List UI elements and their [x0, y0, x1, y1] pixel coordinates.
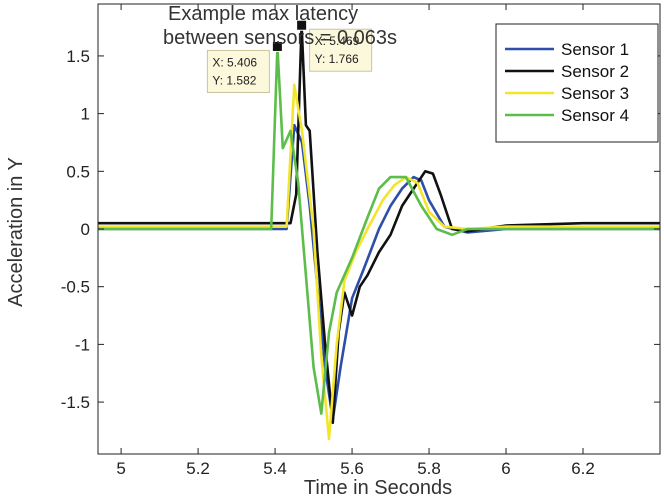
series-layer	[98, 23, 660, 441]
data-tip-marker	[271, 40, 283, 52]
x-axis-title: Time in Seconds	[304, 477, 452, 498]
x-tick-label: 5.6	[340, 459, 364, 478]
data-tips-layer: X: 5.406 Y: 1.582 X: 5.469 Y: 1.766	[206, 19, 373, 93]
x-tick-label: 6.2	[571, 459, 595, 478]
y-tick-label: 1.5	[66, 47, 90, 66]
legend-label-2: Sensor 2	[561, 62, 629, 81]
y-tick-label: -1.5	[61, 393, 90, 412]
data-tip-y: Y: 1.766	[315, 52, 359, 66]
data-tip-x: X: 5.469	[315, 34, 360, 48]
data-tip-x: X: 5.406	[212, 55, 257, 69]
legend-label-4: Sensor 4	[561, 106, 629, 125]
x-tick-label: 6	[501, 459, 510, 478]
y-tick-label: -0.5	[61, 278, 90, 297]
legend-label-3: Sensor 3	[561, 84, 629, 103]
data-tip-box	[309, 28, 373, 72]
chart-title-line-1: Example max latency	[168, 3, 358, 25]
y-axis-title: Acceleration in Y	[5, 157, 27, 307]
legend: Sensor 1 Sensor 2 Sensor 3 Sensor 4	[495, 23, 659, 143]
x-tick-label: 5.8	[417, 459, 441, 478]
ticks-layer: 5 5.2 5.4 5.6 5.8 6 6.2 1.5 1 0.5 0 -0.5 -1 -1.5	[61, 4, 660, 478]
data-tip-y: Y: 1.582	[212, 73, 256, 87]
legend-label-1: Sensor 1	[561, 40, 629, 59]
y-tick-label: 1	[81, 105, 90, 124]
y-tick-label: 0.5	[66, 162, 90, 181]
y-tick-label: 0	[81, 220, 90, 239]
x-tick-label: 5	[116, 459, 125, 478]
legend-box	[495, 23, 659, 143]
x-tick-label: 5.2	[186, 459, 210, 478]
y-tick-label: -1	[75, 335, 90, 354]
chart-title-line-2: between sensors = 0.063s	[163, 27, 397, 49]
x-tick-label: 5.4	[263, 459, 287, 478]
series-line-4	[98, 45, 660, 415]
data-tip-box	[206, 49, 270, 93]
data-tip-marker	[296, 19, 308, 31]
